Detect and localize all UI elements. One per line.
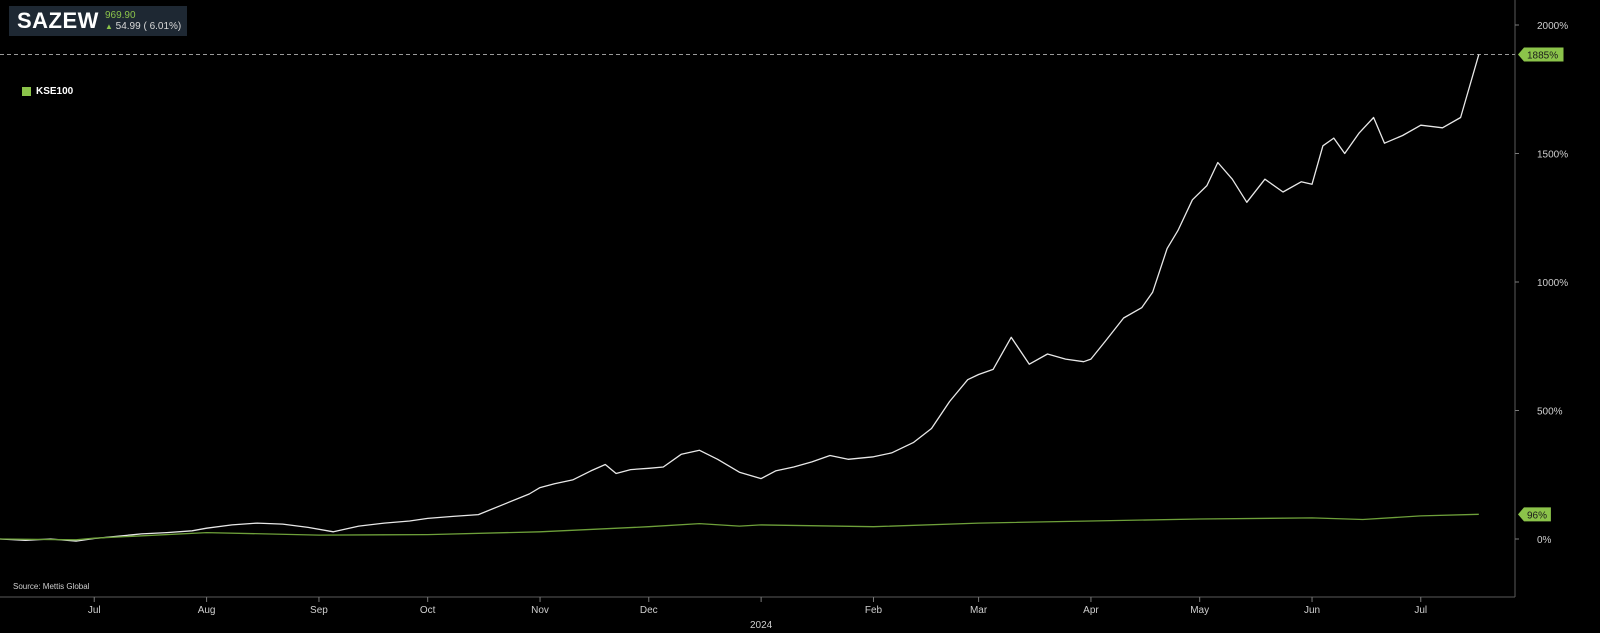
ticker-stats: 969.90 ▲ 54.99 ( 6.01%) xyxy=(105,10,181,32)
tag-label: 1885% xyxy=(1527,51,1558,62)
x-tick-label: Sep xyxy=(310,605,328,616)
y-tick-label: 0% xyxy=(1537,535,1552,546)
x-tick-label: Oct xyxy=(420,605,436,616)
source-note: Source: Mettis Global xyxy=(13,582,90,591)
series-line-sazew xyxy=(0,54,1480,542)
x-tick-label: Jul xyxy=(1414,605,1427,616)
ticker-change: 54.99 ( 6.01%) xyxy=(115,21,182,32)
x-tick-label: Jul xyxy=(88,605,101,616)
last-value-tag-sazew: 1885% xyxy=(1518,47,1564,62)
y-tick-label: 1500% xyxy=(1537,150,1568,161)
x-tick-label: Mar xyxy=(970,605,988,616)
x-tick-label: Dec xyxy=(640,605,658,616)
ticker-box: SAZEW 969.90 ▲ 54.99 ( 6.01%) xyxy=(9,6,188,36)
y-tick-label: 500% xyxy=(1537,407,1563,418)
ticker-symbol: SAZEW xyxy=(17,8,99,33)
x-tick-label: May xyxy=(1190,605,1209,616)
tag-shape xyxy=(1518,507,1551,522)
x-tick-label: Feb xyxy=(865,605,883,616)
y-tick-label: 2000% xyxy=(1537,21,1568,32)
tag-shape xyxy=(1518,47,1564,62)
x-year-label: 2024 xyxy=(750,620,773,631)
x-tick-label: Nov xyxy=(531,605,549,616)
legend-swatch-kse100 xyxy=(22,87,31,96)
ticker-change-row: ▲ 54.99 ( 6.01%) xyxy=(105,21,181,32)
legend[interactable]: KSE100 xyxy=(22,86,73,97)
y-tick-label: 1000% xyxy=(1537,278,1568,289)
x-tick-label: Aug xyxy=(198,605,216,616)
tag-label: 96% xyxy=(1527,510,1547,521)
last-value-tag-kse100: 96% xyxy=(1518,507,1551,522)
legend-label-kse100: KSE100 xyxy=(36,86,74,97)
series-line-kse100 xyxy=(0,513,1479,541)
x-tick-label: Apr xyxy=(1083,605,1099,616)
up-arrow-icon: ▲ xyxy=(104,22,113,31)
x-tick-label: Jun xyxy=(1304,605,1320,616)
ticker-price: 969.90 xyxy=(104,10,136,21)
